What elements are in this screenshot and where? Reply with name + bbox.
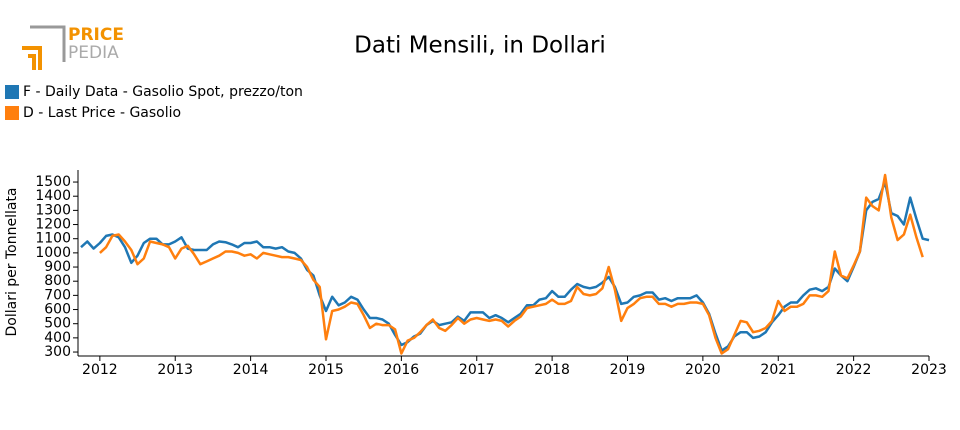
y-tick-label: 1000 (35, 245, 71, 261)
x-tick-label: 2022 (836, 362, 872, 378)
y-tick-label: 600 (44, 302, 71, 318)
y-tick-label: 1100 (35, 231, 71, 247)
y-tick-label: 400 (44, 330, 71, 346)
x-tick-label: 2012 (82, 362, 118, 378)
y-tick-label: 700 (44, 287, 71, 303)
x-tick-label: 2017 (459, 362, 495, 378)
logo-icon (22, 46, 42, 70)
logo-text: PRICE (68, 25, 124, 45)
x-tick-label: 2014 (233, 362, 269, 378)
x-tick-label: 2021 (760, 362, 796, 378)
series-line (99, 173, 924, 355)
y-tick-label: 1400 (35, 188, 71, 204)
legend-label: D - Last Price - Gasolio (23, 105, 181, 121)
series-line (80, 180, 930, 352)
y-tick-label: 1500 (35, 174, 71, 190)
x-tick-label: 2013 (157, 362, 193, 378)
legend-swatch (5, 106, 19, 120)
x-tick-label: 2023 (911, 362, 947, 378)
x-tick-label: 2019 (610, 362, 646, 378)
logo-icon (30, 25, 66, 62)
x-tick-label: 2015 (308, 362, 344, 378)
legend-label: F - Daily Data - Gasolio Spot, prezzo/to… (23, 84, 303, 100)
y-tick-label: 900 (44, 259, 71, 275)
x-tick-label: 2018 (534, 362, 570, 378)
y-tick-label: 500 (44, 316, 71, 332)
y-tick-label: 800 (44, 273, 71, 289)
y-tick-label: 1200 (35, 217, 71, 233)
logo-text: PEDIA (68, 43, 119, 63)
logo: PRICE PEDIA (22, 25, 124, 70)
chart-title: Dati Mensili, in Dollari (354, 33, 606, 59)
legend-swatch (5, 85, 19, 99)
x-tick-label: 2020 (685, 362, 721, 378)
y-tick-label: 300 (44, 344, 71, 360)
x-tick-label: 2016 (384, 362, 420, 378)
y-tick-label: 1300 (35, 202, 71, 218)
y-axis-label: Dollari per Tonnellata (4, 187, 20, 336)
